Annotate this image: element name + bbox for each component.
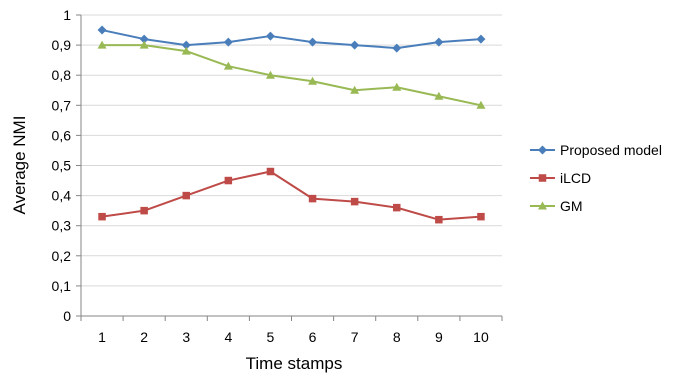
y-axis-ticks: 0 0,1 0,2 0,3 0,4 0,5 0,6 0,7 0,8 0,9 1 — [52, 7, 81, 324]
data-point-gm — [308, 76, 318, 85]
legend-marker-gm — [538, 201, 547, 210]
x-tick-label: 1 — [98, 329, 106, 345]
y-tick-label: 0,1 — [52, 278, 72, 294]
series-line-ilcd — [101, 170, 482, 221]
data-point-gm — [265, 70, 275, 79]
data-point-ilcd — [393, 203, 401, 212]
series-gm — [97, 40, 486, 109]
y-tick-label: 0 — [63, 308, 71, 324]
legend-label-proposed-model: Proposed model — [560, 142, 662, 158]
data-point-gm — [97, 40, 107, 49]
data-point-proposed-model — [223, 37, 233, 47]
legend-label-gm: GM — [560, 198, 583, 214]
legend-marker-proposed-model — [538, 145, 547, 155]
data-point-proposed-model — [392, 43, 402, 53]
series-line-proposed-model — [101, 29, 482, 50]
gridlines — [81, 14, 502, 287]
data-point-ilcd — [140, 206, 148, 215]
data-point-proposed-model — [97, 25, 107, 35]
data-point-ilcd — [477, 212, 485, 221]
data-point-ilcd — [182, 191, 190, 200]
series-proposed-model — [97, 25, 486, 53]
x-tick-label: 5 — [267, 329, 275, 345]
data-point-ilcd — [308, 194, 317, 203]
data-point-gm — [350, 85, 360, 94]
data-point-ilcd — [98, 212, 106, 221]
x-tick-label: 9 — [435, 329, 443, 345]
data-point-ilcd — [224, 176, 233, 185]
y-tick-label: 1 — [63, 7, 71, 23]
data-point-proposed-model — [434, 37, 444, 47]
y-tick-label: 0,9 — [52, 37, 72, 53]
x-tick-label: 2 — [140, 329, 148, 345]
x-tick-label: 3 — [182, 329, 190, 345]
data-point-ilcd — [350, 197, 359, 206]
legend-item-proposed-model: Proposed model — [530, 142, 662, 158]
y-tick-label: 0,5 — [52, 158, 72, 174]
x-tick-label: 6 — [309, 329, 317, 345]
x-tick-label: 4 — [224, 329, 232, 345]
x-axis-ticks: 1 2 3 4 5 6 7 8 9 10 — [80, 316, 503, 345]
data-point-proposed-model — [308, 37, 318, 47]
y-tick-label: 0,7 — [52, 97, 72, 113]
data-point-gm — [392, 82, 402, 91]
series-line-gm — [102, 44, 482, 107]
y-tick-label: 0,3 — [52, 218, 72, 234]
data-point-proposed-model — [476, 34, 486, 44]
x-tick-label: 8 — [393, 329, 401, 345]
y-axis-title: Average NMI — [10, 116, 29, 215]
series-layer — [97, 25, 486, 224]
data-point-ilcd — [266, 167, 275, 176]
legend: Proposed model iLCD GM — [530, 142, 662, 214]
legend-item-gm: GM — [530, 198, 583, 214]
x-axis-title: Time stamps — [246, 354, 343, 373]
data-point-gm — [181, 46, 191, 55]
data-point-gm — [434, 91, 444, 100]
x-tick-label: 7 — [351, 329, 359, 345]
legend-marker-ilcd — [538, 174, 547, 182]
data-point-gm — [476, 100, 486, 109]
y-tick-label: 0,6 — [52, 127, 72, 143]
y-tick-label: 0,2 — [52, 248, 72, 264]
data-point-proposed-model — [265, 31, 275, 41]
data-point-gm — [139, 40, 149, 49]
data-point-proposed-model — [139, 34, 149, 44]
data-point-proposed-model — [181, 40, 191, 50]
x-tick-label: 10 — [473, 329, 489, 345]
y-tick-label: 0,8 — [52, 67, 72, 83]
data-point-gm — [223, 61, 233, 70]
legend-item-ilcd: iLCD — [530, 170, 591, 186]
legend-label-ilcd: iLCD — [560, 170, 591, 186]
series-ilcd — [98, 167, 485, 224]
data-point-proposed-model — [350, 40, 360, 50]
data-point-ilcd — [435, 215, 443, 224]
y-tick-label: 0,4 — [52, 188, 72, 204]
